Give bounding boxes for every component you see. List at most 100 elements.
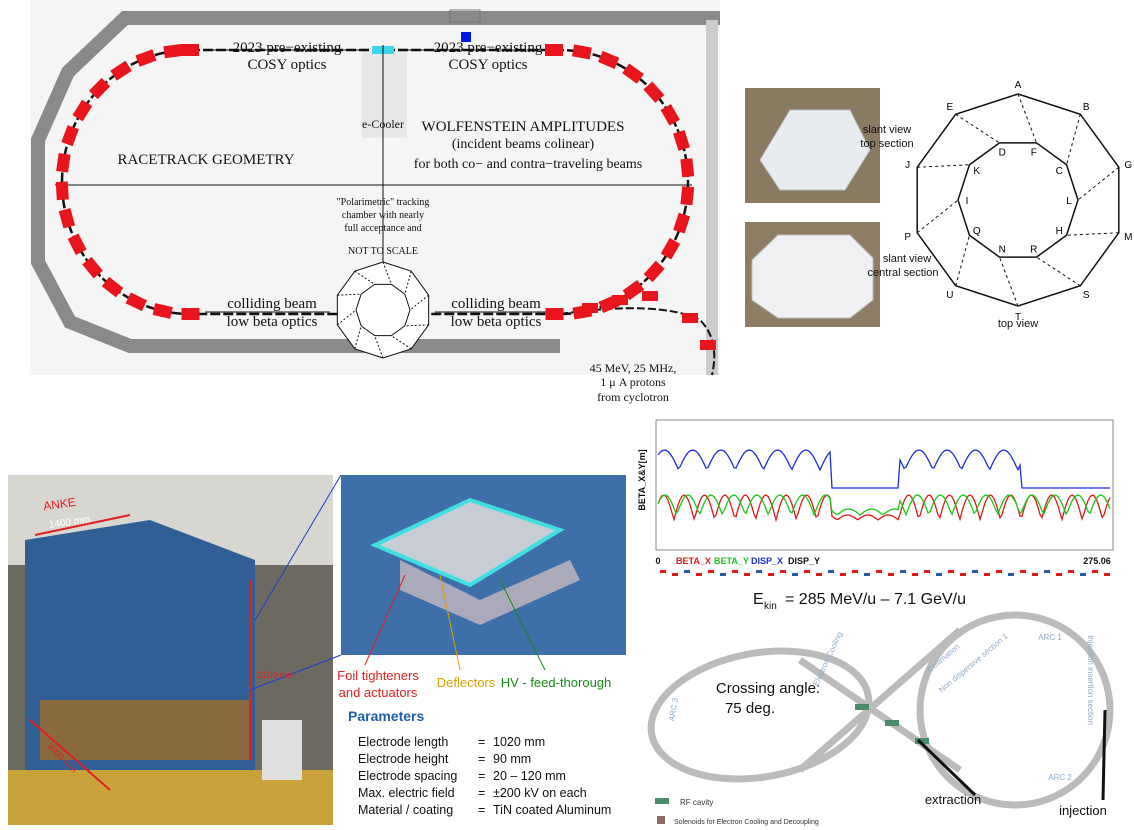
lattice-element <box>1044 570 1050 573</box>
parameter-cell: Max. electric field <box>358 786 455 800</box>
magnet <box>700 340 716 350</box>
label: from cyclotron <box>597 390 669 404</box>
lattice-element <box>816 573 822 576</box>
magnet <box>181 44 199 56</box>
lattice-element <box>828 570 834 573</box>
label: full acceptance and <box>344 223 421 234</box>
plot-frame <box>656 420 1113 550</box>
parameter-cell: = <box>478 786 485 800</box>
lattice-element <box>960 573 966 576</box>
parameter-cell: Electrode spacing <box>358 769 457 783</box>
label: colliding beam <box>227 296 317 312</box>
lattice-element <box>936 573 942 576</box>
injection-arrow <box>1103 710 1105 800</box>
label: (incident beams colinear) <box>452 137 595 152</box>
outer-decagon <box>917 94 1119 306</box>
ring-straight <box>800 630 960 770</box>
lattice-element <box>684 570 690 573</box>
label: colliding beam <box>451 296 541 312</box>
magnet <box>545 44 563 56</box>
parameter-cell: 90 mm <box>493 752 531 766</box>
edge <box>917 200 958 233</box>
vertex-label: K <box>973 166 980 177</box>
label: 2023 pre−existing <box>233 40 342 56</box>
vertex-label: P <box>904 232 911 243</box>
lattice-element <box>912 573 918 576</box>
lattice-element <box>708 570 714 573</box>
parameter-cell: Electrode height <box>358 752 449 766</box>
parameter-cell: 1020 mm <box>493 735 545 749</box>
label: WOLFENSTEIN AMPLITUDES <box>422 119 625 135</box>
lattice-element <box>1092 570 1098 573</box>
lattice-element <box>696 573 702 576</box>
extraction-arrow <box>918 740 975 795</box>
label: BETA_X&Y[m] <box>637 449 647 510</box>
label: Foil tighteners <box>337 668 419 683</box>
vertex-label: R <box>1030 245 1037 256</box>
lattice-element <box>720 573 726 576</box>
legend-swatch <box>657 816 665 824</box>
lattice-element <box>888 573 894 576</box>
label: RF cavity <box>680 798 713 807</box>
rf-cavity <box>885 720 899 726</box>
edge <box>956 114 1000 143</box>
label: 45 MeV, 25 MHz, <box>590 361 677 375</box>
vertex-label: G <box>1124 160 1132 171</box>
label: HV - feed-thorough <box>501 675 612 690</box>
edge <box>1067 114 1081 164</box>
vertex-label: D <box>999 147 1006 158</box>
lattice-element <box>1032 573 1038 576</box>
photo-object <box>752 235 873 318</box>
label: top view <box>998 318 1038 330</box>
vertex-label: U <box>946 290 953 301</box>
edge <box>956 235 970 285</box>
label: slant view <box>883 253 931 265</box>
vertex-label: C <box>1056 166 1063 177</box>
label: top section <box>860 138 913 150</box>
lattice-element <box>1020 570 1026 573</box>
label: Deflectors <box>437 675 496 690</box>
magnet <box>56 153 70 173</box>
label: = 285 MeV/u – 7.1 GeV/u <box>785 591 966 608</box>
top-view: ABGMSTUPJEFCLHRNQIKD <box>904 80 1132 323</box>
label: ARC 1 <box>1038 633 1062 642</box>
lattice-element <box>780 570 786 573</box>
rf-cavity <box>855 704 869 710</box>
vertex-label: H <box>1056 226 1063 237</box>
vertex-label: I <box>966 196 969 207</box>
label: E <box>753 591 764 608</box>
lattice-element <box>792 573 798 576</box>
lattice-element <box>732 570 738 573</box>
collider-ring <box>641 615 1110 805</box>
label: 2100 mm <box>257 670 295 680</box>
label: Solenoids for Electron Cooling and Decou… <box>674 819 819 826</box>
vertex-label: F <box>1031 147 1037 158</box>
label: Crossing angle: <box>716 680 820 697</box>
parameter-cell: = <box>478 769 485 783</box>
label: 1 μ A protons <box>600 375 666 389</box>
label: COSY optics <box>448 57 527 73</box>
legend-swatch <box>655 798 669 804</box>
label: injection <box>1059 803 1107 818</box>
label: for both co− and contra−traveling beams <box>414 157 642 172</box>
label: 0 <box>655 556 660 566</box>
magnet <box>642 291 658 301</box>
label: DISP_X <box>751 556 783 566</box>
lattice-element <box>984 573 990 576</box>
magnet <box>680 158 694 177</box>
lattice-element <box>1104 573 1110 576</box>
label: 275.06 <box>1083 556 1111 566</box>
edge <box>999 257 1018 306</box>
device <box>262 720 302 780</box>
vertex-label: J <box>905 160 910 171</box>
label: ARC 3 <box>667 697 680 722</box>
edge <box>1078 167 1119 200</box>
inner-decagon <box>958 143 1078 257</box>
lattice-element <box>852 570 858 573</box>
parameter-cell: = <box>478 735 485 749</box>
parameter-cell: = <box>478 752 485 766</box>
small-polyhedron <box>337 262 428 358</box>
parameter-cell: Material / coating <box>358 803 453 817</box>
parameter-cell: 20 – 120 mm <box>493 769 566 783</box>
lattice-element <box>1080 573 1086 576</box>
